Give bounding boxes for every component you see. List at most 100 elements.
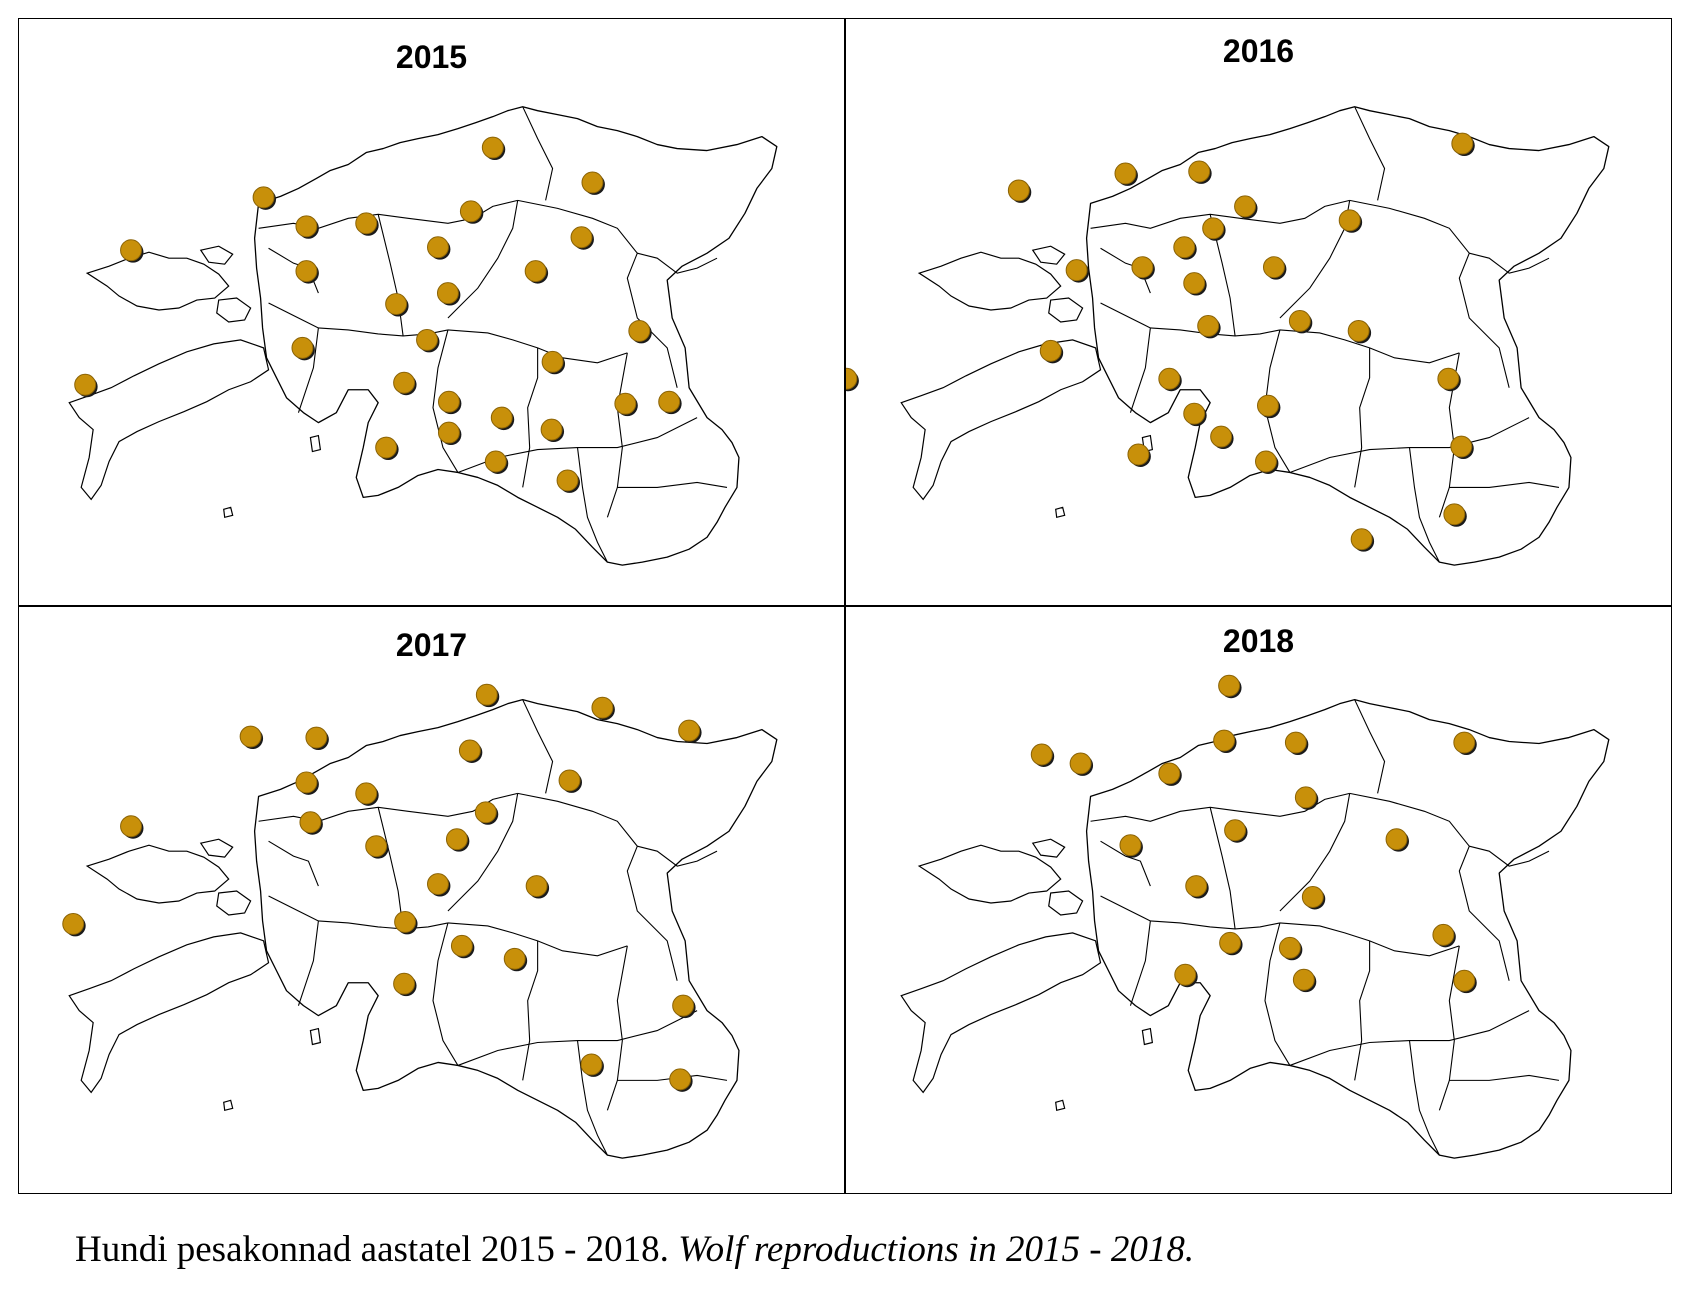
island-outline: [68, 932, 270, 1094]
island-outline: [199, 245, 234, 265]
wolf-reproduction-dot-icon: [437, 390, 460, 413]
wolf-reproduction-dot-icon: [1069, 752, 1092, 775]
county-border: [432, 329, 459, 473]
county-border: [522, 940, 539, 1081]
island-outline: [900, 339, 1102, 501]
county-border: [1264, 922, 1291, 1066]
wolf-reproduction-markers: [846, 132, 1475, 552]
wolf-reproduction-dot-icon: [1188, 160, 1211, 183]
wolf-reproduction-dot-icon: [628, 319, 651, 342]
county-border: [606, 352, 628, 518]
wolf-reproduction-dot-icon: [1127, 443, 1150, 466]
wolf-reproduction-dot-icon: [484, 450, 507, 473]
island-outline: [223, 506, 234, 519]
county-border: [1279, 793, 1351, 912]
wolf-reproduction-dot-icon: [427, 873, 449, 896]
wolf-reproduction-dot-icon: [678, 719, 701, 742]
wolf-reproduction-dot-icon: [393, 972, 416, 995]
wolf-reproduction-dot-icon: [481, 136, 504, 159]
wolf-reproduction-dot-icon: [591, 696, 614, 719]
wolf-reproduction-dot-icon: [1292, 968, 1315, 991]
county-border: [268, 895, 449, 930]
figure-caption: Hundi pesakonnad aastatel 2015 - 2018. W…: [75, 1228, 1194, 1271]
wolf-reproduction-dot-icon: [1114, 162, 1137, 185]
wolf-reproduction-dot-icon: [291, 336, 314, 359]
mainland-outline: [1085, 106, 1610, 566]
county-border: [457, 1010, 698, 1066]
wolf-reproduction-dot-icon: [1294, 786, 1317, 809]
wolf-reproduction-dot-icon: [1158, 367, 1181, 390]
county-border: [1100, 302, 1281, 337]
county-border: [1354, 940, 1371, 1081]
wolf-reproduction-dot-icon: [1453, 969, 1476, 992]
wolf-reproduction-dot-icon: [1065, 259, 1088, 282]
wolf-reproduction-dot-icon: [1432, 923, 1455, 946]
county-border: [1354, 699, 1386, 794]
wolf-reproduction-dot-icon: [614, 392, 637, 415]
county-border: [1438, 945, 1460, 1111]
wolf-reproduction-dot-icon: [503, 947, 526, 970]
wolf-reproduction-dot-icon: [1224, 819, 1247, 842]
county-border: [517, 199, 678, 388]
county-border: [1449, 481, 1560, 488]
wolf-reproduction-dot-icon: [355, 782, 378, 805]
wolf-reproduction-dot-icon: [1007, 179, 1030, 202]
wolf-reproduction-dot-icon: [436, 282, 459, 305]
wolf-reproduction-dot-icon: [846, 367, 858, 390]
wolf-reproduction-dot-icon: [525, 875, 548, 898]
wolf-reproduction-dot-icon: [355, 212, 378, 235]
map-panel-2015: 2015: [18, 18, 845, 606]
county-border: [1408, 447, 1440, 563]
wolf-reproduction-dot-icon: [1183, 272, 1206, 295]
county-border: [637, 845, 718, 867]
county-border: [1209, 807, 1236, 929]
wolf-reproduction-dot-icon: [1174, 963, 1197, 986]
county-border: [447, 200, 519, 319]
wolf-reproduction-dot-icon: [490, 406, 513, 429]
wolf-reproduction-dot-icon: [365, 835, 388, 858]
map-panel-2017: 2017: [18, 606, 845, 1194]
wolf-reproduction-dot-icon: [1131, 256, 1154, 279]
wolf-reproduction-dot-icon: [295, 771, 318, 794]
county-border: [1469, 252, 1550, 274]
wolf-reproduction-dot-icon: [1039, 339, 1062, 362]
wolf-reproduction-dot-icon: [1278, 936, 1301, 959]
county-border: [1289, 1010, 1530, 1066]
panel-year: 2017: [395, 627, 468, 663]
wolf-reproduction-dot-icon: [1197, 314, 1220, 337]
wolf-reproduction-dot-icon: [120, 239, 142, 262]
island-outline: [199, 838, 234, 858]
wolf-reproduction-dot-icon: [1210, 425, 1233, 448]
island-outline: [216, 890, 252, 916]
county-border: [522, 699, 554, 794]
county-border: [522, 347, 539, 488]
county-border: [297, 920, 319, 1006]
county-border: [1349, 792, 1510, 981]
wolf-reproduction-dot-icon: [474, 801, 497, 824]
panel-year: 2018: [1222, 623, 1295, 659]
island-outline: [68, 339, 270, 501]
estonia-map-2018: [900, 674, 1610, 1159]
island-outline: [1031, 838, 1066, 858]
wolf-reproduction-dot-icon: [1284, 731, 1307, 754]
island-outline: [1141, 1027, 1154, 1046]
county-border: [1100, 895, 1281, 930]
wolf-reproduction-dot-icon: [1158, 762, 1181, 785]
wolf-reproduction-dot-icon: [1347, 319, 1370, 342]
wolf-reproduction-dot-icon: [445, 828, 468, 851]
county-border: [1354, 347, 1371, 488]
county-border: [268, 840, 319, 887]
panel-year: 2015: [395, 39, 468, 75]
island-outline: [1048, 890, 1084, 916]
wolf-reproduction-dot-icon: [669, 1068, 692, 1091]
wolf-reproduction-dot-icon: [239, 725, 262, 748]
county-border: [447, 793, 519, 912]
wolf-reproduction-dot-icon: [1385, 828, 1408, 851]
wolf-reproduction-dot-icon: [427, 236, 449, 259]
county-border: [1449, 1074, 1560, 1081]
wolf-reproduction-dot-icon: [305, 726, 328, 749]
wolf-reproduction-dot-icon: [1255, 450, 1277, 473]
panel-year: 2016: [1222, 33, 1295, 69]
wolf-reproduction-dot-icon: [1183, 402, 1206, 425]
wolf-reproduction-dot-icon: [1185, 875, 1208, 898]
